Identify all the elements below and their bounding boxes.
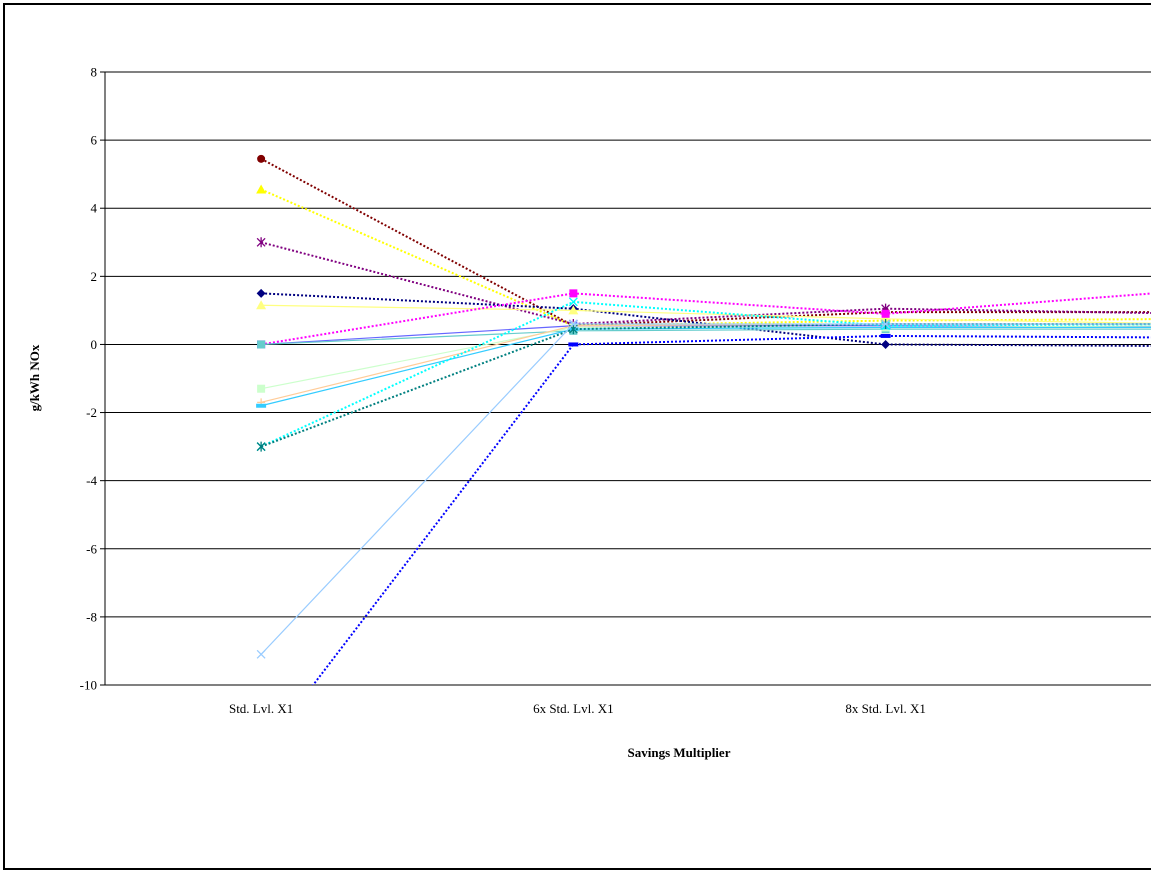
series-line xyxy=(260,241,1151,326)
data-point xyxy=(256,300,267,310)
y-tick-label: 2 xyxy=(91,269,98,284)
axes xyxy=(100,71,106,686)
x-tick-label: 6x Std. Lvl. X1 xyxy=(533,701,614,716)
x-tick-label: 8x Std. Lvl. X1 xyxy=(845,701,926,716)
data-point xyxy=(257,154,266,163)
x-tick-label: Std. Lvl. X1 xyxy=(229,701,293,716)
x-tick-labels: Std. Lvl. X1 6x Std. Lvl. X1 8x Std. Lvl. … xyxy=(229,701,926,716)
series-line xyxy=(260,188,1151,327)
data-point xyxy=(256,403,267,408)
series-14 xyxy=(256,319,1151,659)
gridlines xyxy=(105,71,1151,686)
series-line xyxy=(260,157,1151,327)
series-line xyxy=(261,328,1151,346)
data-point xyxy=(880,333,891,338)
series-line xyxy=(260,300,1151,448)
y-tick-label: 0 xyxy=(91,337,98,352)
y-tick-labels: -10 -8 -6 -4 -2 0 2 4 6 8 xyxy=(80,65,98,693)
y-tick-label: 6 xyxy=(91,133,98,148)
series-line xyxy=(260,323,1151,403)
x-axis-title: Savings Multiplier xyxy=(628,745,731,760)
data-point xyxy=(881,339,891,349)
data-point xyxy=(568,319,578,329)
series-9 xyxy=(257,323,1151,393)
data-point xyxy=(257,384,266,393)
data-point xyxy=(569,289,578,298)
series-line xyxy=(260,323,1151,448)
y-axis-title: g/kWh NOx xyxy=(27,344,42,411)
data-point xyxy=(257,340,266,349)
data-point xyxy=(256,649,266,659)
series-line xyxy=(260,323,1151,655)
y-tick-label: 8 xyxy=(91,65,98,80)
series-11 xyxy=(256,325,1151,408)
series-line xyxy=(260,326,1151,407)
y-tick-label: -4 xyxy=(86,473,97,488)
data-point xyxy=(256,751,266,755)
y-tick-label: 4 xyxy=(91,201,98,216)
series-line xyxy=(260,292,1151,346)
data-point xyxy=(568,342,579,347)
series-line xyxy=(311,334,1151,685)
y-tick-label: -6 xyxy=(86,541,97,556)
data-point xyxy=(256,288,266,298)
data-point xyxy=(256,237,266,248)
y-tick-label: -10 xyxy=(80,678,97,693)
series-15 xyxy=(256,333,1151,755)
series-line xyxy=(261,304,1151,324)
series-line xyxy=(261,325,1151,390)
data-point xyxy=(881,319,891,329)
data-point xyxy=(568,305,579,315)
data-point xyxy=(256,184,267,194)
y-tick-label: -2 xyxy=(86,405,97,420)
data-point xyxy=(881,309,890,318)
series-3 xyxy=(256,237,1151,330)
series-group xyxy=(256,154,1151,755)
y-tick-label: -8 xyxy=(86,609,97,624)
data-point xyxy=(256,441,266,452)
data-point xyxy=(568,297,578,307)
chart-frame xyxy=(3,3,1151,870)
